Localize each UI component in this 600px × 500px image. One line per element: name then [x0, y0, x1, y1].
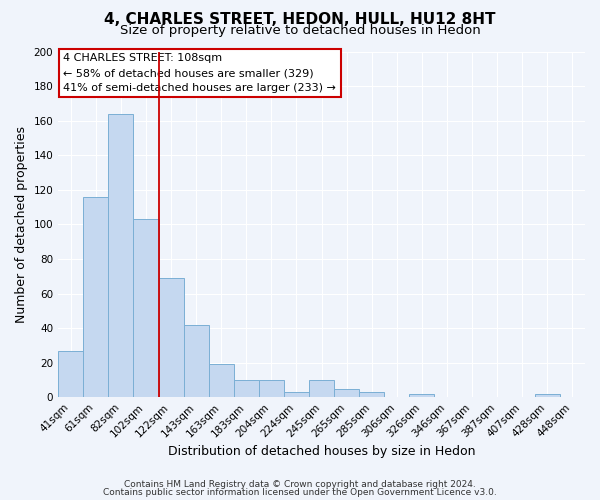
Bar — [284, 392, 309, 397]
Text: 4 CHARLES STREET: 108sqm
← 58% of detached houses are smaller (329)
41% of semi-: 4 CHARLES STREET: 108sqm ← 58% of detach… — [64, 53, 337, 93]
Bar — [158, 278, 184, 397]
Bar — [234, 380, 259, 397]
Text: Contains HM Land Registry data © Crown copyright and database right 2024.: Contains HM Land Registry data © Crown c… — [124, 480, 476, 489]
Bar — [109, 114, 133, 397]
Bar — [209, 364, 234, 397]
Y-axis label: Number of detached properties: Number of detached properties — [15, 126, 28, 323]
Bar — [184, 324, 209, 397]
Bar — [83, 196, 109, 397]
Text: 4, CHARLES STREET, HEDON, HULL, HU12 8HT: 4, CHARLES STREET, HEDON, HULL, HU12 8HT — [104, 12, 496, 28]
Bar — [259, 380, 284, 397]
Bar — [409, 394, 434, 397]
Text: Size of property relative to detached houses in Hedon: Size of property relative to detached ho… — [119, 24, 481, 37]
Bar — [309, 380, 334, 397]
Bar — [133, 219, 158, 397]
Bar — [359, 392, 385, 397]
Bar — [535, 394, 560, 397]
Text: Contains public sector information licensed under the Open Government Licence v3: Contains public sector information licen… — [103, 488, 497, 497]
Bar — [58, 350, 83, 397]
X-axis label: Distribution of detached houses by size in Hedon: Distribution of detached houses by size … — [168, 444, 475, 458]
Bar — [334, 388, 359, 397]
